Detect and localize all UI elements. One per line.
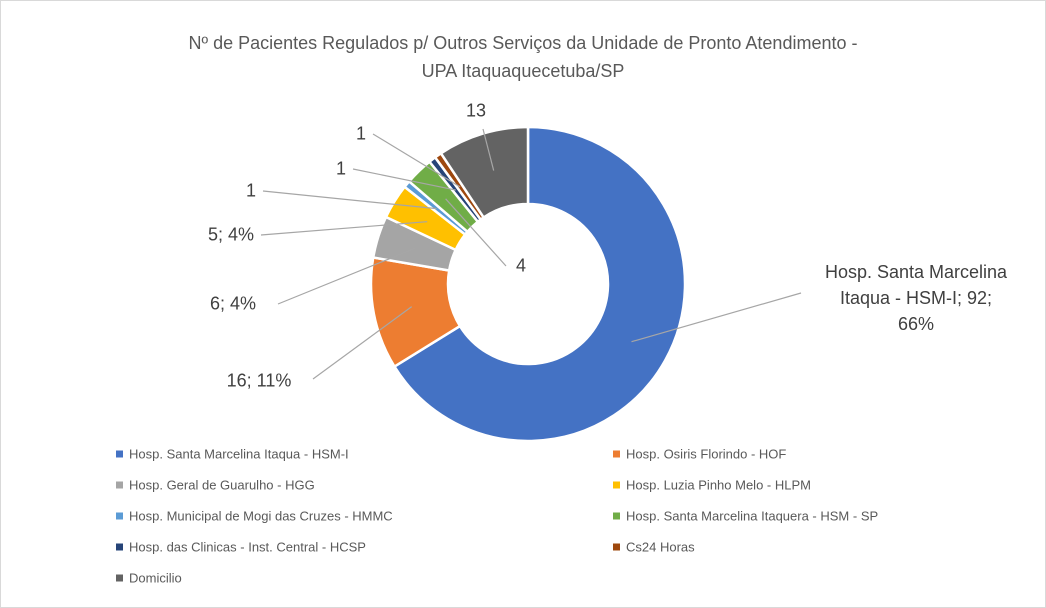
legend-entry: Hosp. Luzia Pinho Melo - HLPM <box>613 478 811 493</box>
legend-entry: Cs24 Horas <box>613 540 695 555</box>
legend-entry: Hosp. das Clinicas - Inst. Central - HCS… <box>116 540 366 555</box>
legend-swatch <box>613 481 620 489</box>
data-label: 5; 4% <box>207 224 255 245</box>
donut-slice <box>392 125 687 443</box>
data-label: 1 <box>355 123 367 144</box>
legend-entry: Hosp. Osiris Florindo - HOF <box>613 447 786 462</box>
legend-entry: Hosp. Santa Marcelina Itaqua - HSM-I <box>116 447 349 462</box>
legend-entry: Hosp. Geral de Guarulho - HGG <box>116 478 315 493</box>
leader-line <box>262 190 437 210</box>
legend-entry: Hosp. Santa Marcelina Itaquera - HSM - S… <box>613 509 878 524</box>
leader-line <box>631 292 802 343</box>
data-label: 1 <box>245 180 257 201</box>
legend-label: Hosp. Osiris Florindo - HOF <box>626 446 787 462</box>
donut-slice <box>439 125 530 220</box>
legend-label: Domicilio <box>129 570 182 586</box>
legend-label: Hosp. Santa Marcelina Itaqua - HSM-I <box>129 446 349 462</box>
leader-line <box>260 221 428 236</box>
legend-entry: Hosp. Municipal de Mogi das Cruzes - HMM… <box>116 509 393 524</box>
legend-label: Hosp. das Clinicas - Inst. Central - HCS… <box>129 539 366 555</box>
legend-swatch <box>116 543 123 551</box>
legend-label: Hosp. Municipal de Mogi das Cruzes - HMM… <box>129 508 393 524</box>
leader-line <box>277 247 416 305</box>
legend-label: Hosp. Luzia Pinho Melo - HLPM <box>626 477 811 493</box>
legend-swatch <box>613 543 620 551</box>
legend-swatch <box>116 512 123 520</box>
legend-swatch <box>613 450 620 458</box>
data-label: Hosp. Santa Marcelina Itaqua - HSM-I; 92… <box>824 262 1008 334</box>
data-label: 4 <box>515 255 527 276</box>
leader-line <box>372 133 461 188</box>
data-label: 6; 4% <box>209 293 257 314</box>
leader-line <box>352 168 456 191</box>
legend-swatch <box>613 512 620 520</box>
leader-line <box>482 128 495 171</box>
chart-title: Nº de Pacientes Regulados p/ Outros Serv… <box>188 33 858 53</box>
data-label: 13 <box>465 100 487 121</box>
data-label: 1 <box>335 158 347 179</box>
legend-swatch <box>116 481 123 489</box>
leader-line <box>312 306 413 380</box>
data-label: 16; 11% <box>226 370 292 391</box>
legend-label: Cs24 Horas <box>626 539 695 555</box>
legend-swatch <box>116 574 123 582</box>
legend-label: Hosp. Geral de Guarulho - HGG <box>129 477 315 493</box>
legend-entry: Domicilio <box>116 571 182 586</box>
legend-swatch <box>116 450 123 458</box>
chart-title: UPA Itaquaquecetuba/SP <box>421 61 625 81</box>
leader-line <box>445 198 507 267</box>
legend-label: Hosp. Santa Marcelina Itaquera - HSM - S… <box>626 508 879 524</box>
